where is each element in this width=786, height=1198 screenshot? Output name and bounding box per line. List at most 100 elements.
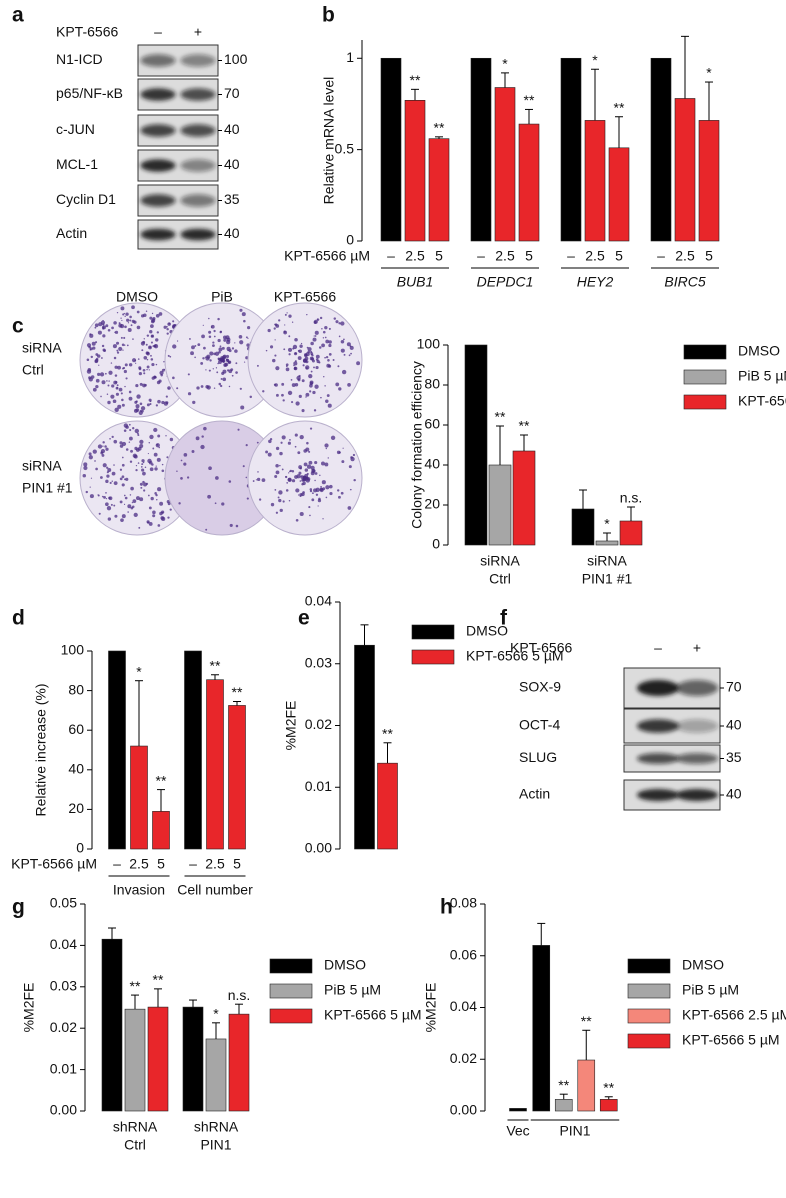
colony	[349, 488, 352, 491]
colony	[309, 383, 313, 388]
colony	[312, 337, 317, 342]
colony	[167, 354, 170, 357]
blot-band	[636, 789, 680, 801]
colony	[295, 488, 300, 493]
colony	[142, 471, 146, 476]
colony	[294, 382, 299, 387]
colony	[225, 335, 230, 340]
colony	[95, 378, 100, 383]
colony	[153, 427, 158, 433]
colony	[116, 351, 120, 354]
colony	[106, 506, 112, 511]
colony	[247, 337, 249, 340]
colony	[119, 441, 123, 445]
colony	[249, 395, 253, 399]
colony	[131, 501, 134, 504]
colony	[157, 524, 161, 527]
colony	[297, 494, 300, 496]
bar	[184, 650, 202, 850]
colony	[308, 450, 311, 453]
colony	[256, 364, 259, 367]
colony	[116, 312, 119, 314]
colony	[152, 317, 156, 321]
colony	[83, 462, 88, 467]
category-label: Ctrl	[124, 1137, 146, 1153]
colony	[234, 349, 238, 353]
colony	[105, 491, 107, 494]
significance: **	[130, 978, 141, 994]
colony	[157, 487, 162, 492]
bar	[404, 100, 426, 242]
significance: **	[434, 120, 445, 136]
category-label: Vec	[506, 1123, 529, 1139]
colony	[180, 459, 183, 462]
colony	[131, 305, 135, 310]
colony	[321, 328, 323, 330]
y-tick-label: 0.01	[305, 778, 332, 794]
colony	[229, 523, 233, 527]
colony	[305, 396, 307, 398]
colony	[208, 335, 212, 339]
colony	[221, 346, 225, 350]
plate-row-label: siRNA	[22, 458, 62, 474]
blot-band	[675, 719, 719, 733]
y-tick-label: 0.03	[305, 654, 332, 670]
colony	[287, 441, 291, 445]
legend-swatch	[269, 983, 313, 999]
colony	[128, 390, 132, 394]
colony	[136, 432, 139, 435]
colony	[317, 505, 319, 507]
colony	[279, 464, 281, 467]
legend-label: KPT-6566 2.5 µM	[682, 1007, 786, 1023]
colony	[125, 377, 128, 380]
plate-column-label: DMSO	[116, 289, 158, 305]
legend-label: KPT-6566 5 µM	[324, 1007, 422, 1023]
colony	[102, 334, 106, 338]
colony	[121, 456, 124, 459]
colony	[156, 331, 159, 334]
colony	[123, 312, 126, 315]
colony	[338, 451, 341, 454]
colony	[111, 480, 113, 482]
lane-label: +	[693, 640, 701, 656]
condition-label: 5	[233, 856, 241, 872]
colony	[119, 477, 123, 481]
colony	[125, 448, 129, 451]
colony	[311, 468, 316, 474]
y-axis-label: %M2FE	[423, 983, 439, 1033]
colony	[118, 323, 123, 328]
condition-label: –	[113, 856, 121, 872]
colony	[135, 464, 138, 467]
colony	[269, 437, 273, 441]
colony	[338, 335, 341, 338]
colony	[279, 508, 283, 512]
colony	[108, 496, 111, 500]
colony	[109, 437, 111, 440]
colony	[296, 375, 301, 381]
colony	[261, 478, 266, 482]
legend-label: PiB 5 µM	[682, 982, 739, 998]
colony	[310, 357, 315, 361]
category-label: shRNA	[113, 1119, 158, 1135]
colony	[129, 315, 132, 319]
colony	[335, 382, 340, 387]
colony	[128, 396, 133, 401]
bar	[380, 57, 402, 242]
y-tick-label: 0.04	[50, 936, 77, 952]
y-axis-label: Relative mRNA level	[321, 77, 337, 205]
colony	[299, 493, 303, 497]
colony	[321, 461, 325, 466]
y-tick-label: 0.00	[50, 1102, 77, 1118]
colony	[114, 407, 119, 412]
colony	[163, 401, 169, 406]
colony	[239, 308, 243, 312]
colony	[150, 334, 155, 338]
colony	[320, 396, 322, 399]
colony	[274, 475, 278, 479]
colony	[158, 312, 163, 316]
colony	[142, 368, 146, 372]
colony	[138, 526, 141, 529]
colony	[347, 383, 351, 387]
colony	[252, 480, 255, 482]
